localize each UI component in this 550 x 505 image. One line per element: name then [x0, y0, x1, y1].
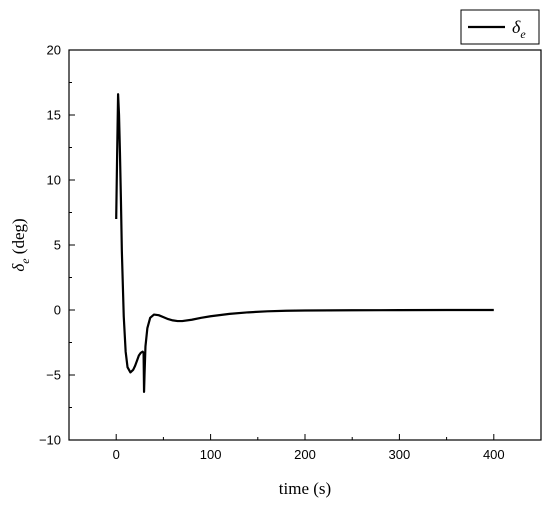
- y-axis-title: δe (deg): [9, 218, 32, 271]
- x-axis-title: time (s): [279, 479, 331, 498]
- plot-frame: [68, 49, 542, 441]
- y-axis-symbol: δ: [9, 263, 28, 272]
- y-tick-label: 20: [47, 43, 61, 58]
- series-line-delta-e: [115, 93, 494, 393]
- x-axis-ticks: 0 100 200 300 400: [68, 434, 542, 462]
- y-tick-label: 15: [47, 108, 61, 123]
- y-axis-ticks: −10 −5 0 5 10 15 20: [39, 43, 75, 448]
- y-tick-label: 5: [54, 238, 61, 253]
- x-tick-label: 100: [200, 447, 222, 462]
- y-tick-label: −5: [46, 368, 61, 383]
- y-axis-unit: (deg): [9, 218, 28, 258]
- y-axis-subscript: e: [18, 258, 32, 264]
- y-tick-label: 0: [54, 303, 61, 318]
- x-tick-label: 200: [294, 447, 316, 462]
- legend-label: δe: [512, 17, 526, 41]
- x-tick-label: 300: [389, 447, 411, 462]
- x-tick-label: 0: [113, 447, 120, 462]
- legend-symbol: δ: [512, 17, 521, 37]
- legend: δe: [460, 9, 540, 45]
- y-tick-label: −10: [39, 433, 61, 448]
- y-tick-label: 10: [47, 173, 61, 188]
- legend-subscript: e: [520, 27, 526, 41]
- x-tick-label: 400: [483, 447, 505, 462]
